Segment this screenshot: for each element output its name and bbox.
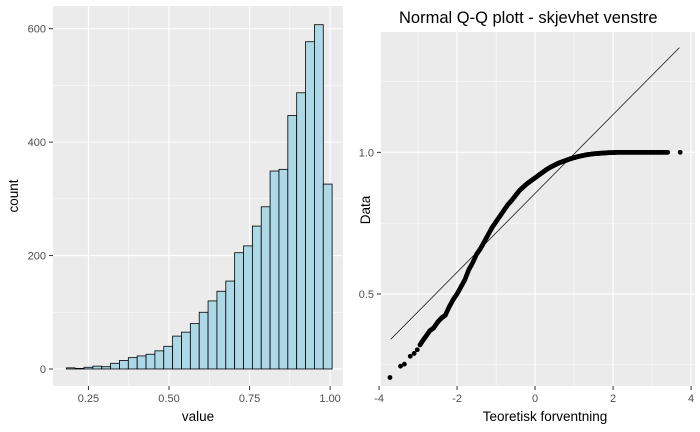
histogram-bar (251, 225, 262, 370)
histogram-bar (145, 353, 156, 370)
histogram-x-tick-label: 0.75 (239, 393, 260, 405)
histogram-y-tick-label: 200 (28, 251, 46, 263)
histogram-bar (234, 252, 244, 370)
qq-x-tick-label: 4 (688, 393, 694, 405)
qq-plot-gridlines (378, 32, 695, 386)
histogram-bar (216, 290, 227, 370)
histogram-bar (225, 280, 236, 370)
qq-points (387, 149, 683, 380)
qq-point (407, 353, 413, 359)
qq-plot-x-axis-title: Teoretisk forventning (483, 409, 608, 424)
qq-reference-line (390, 47, 680, 340)
histogram-y-ticks: 0 200 400 600 (28, 24, 53, 376)
histogram-bar (172, 335, 182, 370)
histogram-y-tick-label: 400 (28, 137, 46, 149)
histogram-bar (322, 183, 333, 370)
histogram-bar (127, 357, 138, 370)
histogram-x-tick-label: 0.50 (158, 393, 179, 405)
histogram-bar (136, 355, 147, 370)
histogram-bar (198, 311, 209, 370)
qq-y-tick-label: 0.5 (359, 289, 374, 301)
histogram-y-axis-title: count (6, 179, 21, 212)
histogram-bar (296, 92, 306, 370)
qq-plot-chart: Normal Q-Q plott - skjevhet venstre 0.5 1… (358, 9, 695, 424)
histogram-bar (101, 366, 111, 370)
histogram-bar (189, 323, 200, 370)
qq-point (665, 149, 671, 155)
qq-plot-y-axis-title: Data (358, 195, 373, 224)
histogram-bar (260, 206, 271, 370)
histogram-bar (181, 331, 191, 370)
histogram-chart: 0 200 400 600 0.25 0.50 0.75 1.00 value count (6, 6, 343, 424)
qq-plot-y-ticks: 0.5 1.0 (359, 147, 381, 301)
histogram-bar (305, 41, 315, 370)
histogram-bar (83, 366, 94, 370)
histogram-bar (287, 115, 298, 370)
qq-x-tick-label: 2 (610, 393, 616, 405)
histogram-bar (74, 368, 85, 370)
histogram-bar (314, 24, 324, 370)
histogram-bar (110, 362, 120, 370)
histogram-y-tick-label: 0 (40, 364, 46, 376)
qq-y-tick-label: 1.0 (359, 147, 374, 159)
histogram-x-axis-title: value (182, 409, 214, 424)
histogram-bar (278, 168, 289, 370)
qq-point (414, 347, 420, 353)
histogram-bar (269, 170, 280, 370)
histogram-x-tick-label: 1.00 (319, 393, 340, 405)
histogram-x-tick-label: 0.25 (78, 393, 99, 405)
histogram-bar (163, 345, 174, 370)
histogram-x-ticks: 0.25 0.50 0.75 1.00 (78, 386, 341, 405)
histogram-y-tick-label: 600 (28, 24, 46, 36)
histogram-bars (65, 24, 333, 370)
qq-point (411, 351, 417, 356)
histogram-bar (119, 360, 129, 370)
qq-plot-title: Normal Q-Q plott - skjevhet venstre (399, 9, 658, 27)
histogram-bar (92, 365, 103, 370)
qq-x-tick-label: -2 (452, 393, 462, 405)
qq-point (387, 375, 393, 380)
histogram-bar (243, 245, 253, 370)
qq-point (402, 361, 407, 367)
qq-x-tick-label: 0 (532, 393, 538, 405)
histogram-bar (154, 350, 165, 370)
qq-point (677, 149, 683, 155)
qq-x-tick-label: -4 (374, 393, 384, 405)
histogram-bar (65, 367, 76, 370)
qq-plot-x-ticks: -4 -2 0 2 4 (374, 386, 694, 405)
histogram-bar (207, 300, 218, 370)
qq-point (398, 363, 403, 369)
